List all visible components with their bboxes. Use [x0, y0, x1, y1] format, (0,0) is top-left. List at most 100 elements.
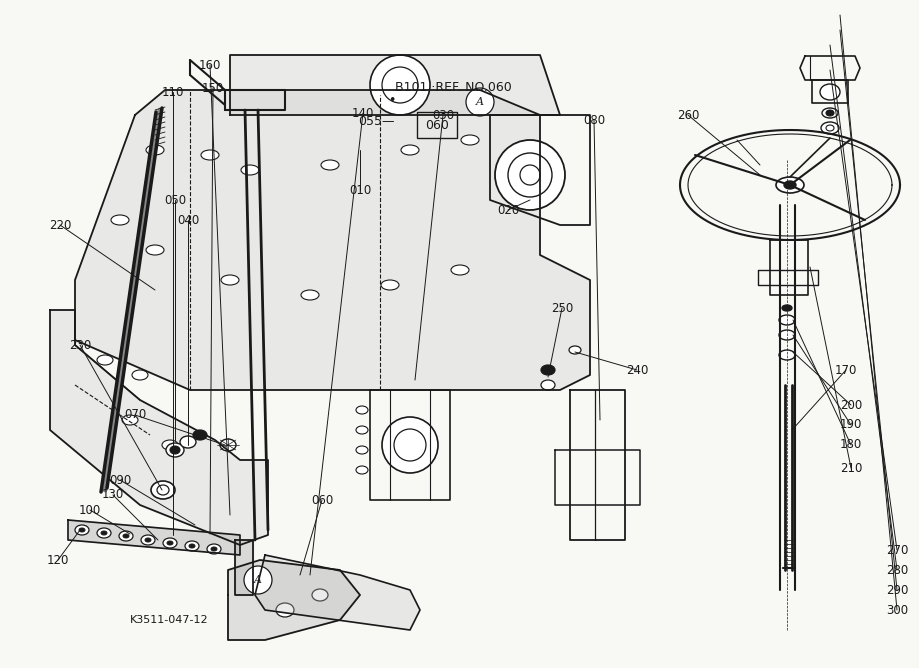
Ellipse shape — [356, 406, 368, 414]
Text: 150: 150 — [202, 81, 224, 94]
Ellipse shape — [97, 355, 113, 365]
Ellipse shape — [146, 145, 164, 155]
Text: 055—: 055— — [358, 114, 395, 128]
Ellipse shape — [211, 547, 217, 551]
Ellipse shape — [821, 122, 839, 134]
Text: 170: 170 — [834, 363, 857, 377]
Text: 030: 030 — [432, 108, 454, 122]
Ellipse shape — [784, 181, 796, 189]
Text: 200: 200 — [840, 399, 862, 411]
Text: •: • — [388, 94, 395, 106]
Text: 260: 260 — [676, 108, 699, 122]
Text: 280: 280 — [886, 564, 908, 576]
Text: 050: 050 — [164, 194, 186, 206]
Text: 240: 240 — [626, 363, 648, 377]
Text: B101 ·REF. NO.060: B101 ·REF. NO.060 — [395, 81, 512, 94]
Ellipse shape — [111, 215, 129, 225]
Ellipse shape — [123, 534, 129, 538]
Ellipse shape — [221, 275, 239, 285]
Circle shape — [520, 165, 540, 185]
Polygon shape — [230, 55, 560, 115]
Text: 140: 140 — [352, 106, 374, 120]
Ellipse shape — [157, 485, 169, 495]
Text: 100: 100 — [79, 504, 101, 516]
Text: 060: 060 — [425, 118, 449, 132]
Text: 220: 220 — [49, 218, 71, 232]
Ellipse shape — [79, 528, 85, 532]
Ellipse shape — [826, 125, 834, 131]
Text: 020: 020 — [497, 204, 519, 216]
Ellipse shape — [201, 150, 219, 160]
Text: 120: 120 — [47, 554, 69, 566]
Ellipse shape — [451, 265, 469, 275]
Ellipse shape — [776, 177, 804, 193]
Ellipse shape — [820, 84, 840, 100]
Ellipse shape — [132, 370, 148, 380]
Text: A: A — [476, 97, 484, 107]
Ellipse shape — [401, 145, 419, 155]
Text: 250: 250 — [550, 301, 573, 315]
Ellipse shape — [75, 525, 89, 535]
Ellipse shape — [356, 466, 368, 474]
Text: 190: 190 — [840, 418, 862, 432]
Polygon shape — [75, 90, 590, 390]
Ellipse shape — [119, 531, 133, 541]
Ellipse shape — [189, 544, 195, 548]
Polygon shape — [50, 310, 268, 545]
Ellipse shape — [541, 380, 555, 390]
Circle shape — [382, 417, 438, 473]
Ellipse shape — [779, 315, 795, 325]
Ellipse shape — [569, 346, 581, 354]
Ellipse shape — [180, 436, 196, 448]
Text: 300: 300 — [886, 603, 908, 617]
Ellipse shape — [145, 538, 151, 542]
Circle shape — [466, 88, 494, 116]
Ellipse shape — [170, 446, 180, 454]
Text: 070: 070 — [124, 409, 146, 422]
Circle shape — [394, 429, 426, 461]
Ellipse shape — [122, 415, 138, 425]
Text: 010: 010 — [349, 184, 371, 196]
Ellipse shape — [241, 165, 259, 175]
Text: 040: 040 — [176, 214, 199, 226]
Ellipse shape — [141, 535, 155, 545]
Ellipse shape — [276, 603, 294, 617]
Text: 080: 080 — [583, 114, 605, 126]
Ellipse shape — [312, 589, 328, 601]
Text: 270: 270 — [886, 544, 908, 556]
Ellipse shape — [321, 160, 339, 170]
Text: 180: 180 — [840, 438, 862, 452]
Text: 060: 060 — [311, 494, 333, 506]
Circle shape — [495, 140, 565, 210]
Ellipse shape — [779, 330, 795, 340]
Ellipse shape — [541, 365, 555, 375]
Text: 290: 290 — [886, 584, 908, 597]
Text: K3511-047-12: K3511-047-12 — [130, 615, 209, 625]
Text: 230: 230 — [69, 339, 91, 351]
Ellipse shape — [461, 135, 479, 145]
Text: 110: 110 — [162, 86, 184, 98]
Text: 160: 160 — [199, 59, 221, 71]
Text: 090: 090 — [108, 474, 131, 486]
Ellipse shape — [151, 481, 175, 499]
Text: 210: 210 — [840, 462, 862, 474]
Ellipse shape — [163, 538, 177, 548]
Circle shape — [508, 153, 552, 197]
Ellipse shape — [207, 544, 221, 554]
Ellipse shape — [356, 446, 368, 454]
Polygon shape — [228, 560, 360, 640]
Polygon shape — [255, 555, 420, 630]
Ellipse shape — [146, 245, 164, 255]
Ellipse shape — [826, 110, 834, 116]
Ellipse shape — [782, 305, 792, 311]
Ellipse shape — [166, 443, 184, 457]
Ellipse shape — [822, 108, 838, 118]
Ellipse shape — [220, 439, 236, 451]
Polygon shape — [68, 520, 240, 555]
Circle shape — [370, 55, 430, 115]
Ellipse shape — [162, 440, 178, 450]
Text: 130: 130 — [102, 488, 124, 502]
Ellipse shape — [779, 350, 795, 360]
Circle shape — [382, 67, 418, 103]
Polygon shape — [235, 540, 253, 595]
